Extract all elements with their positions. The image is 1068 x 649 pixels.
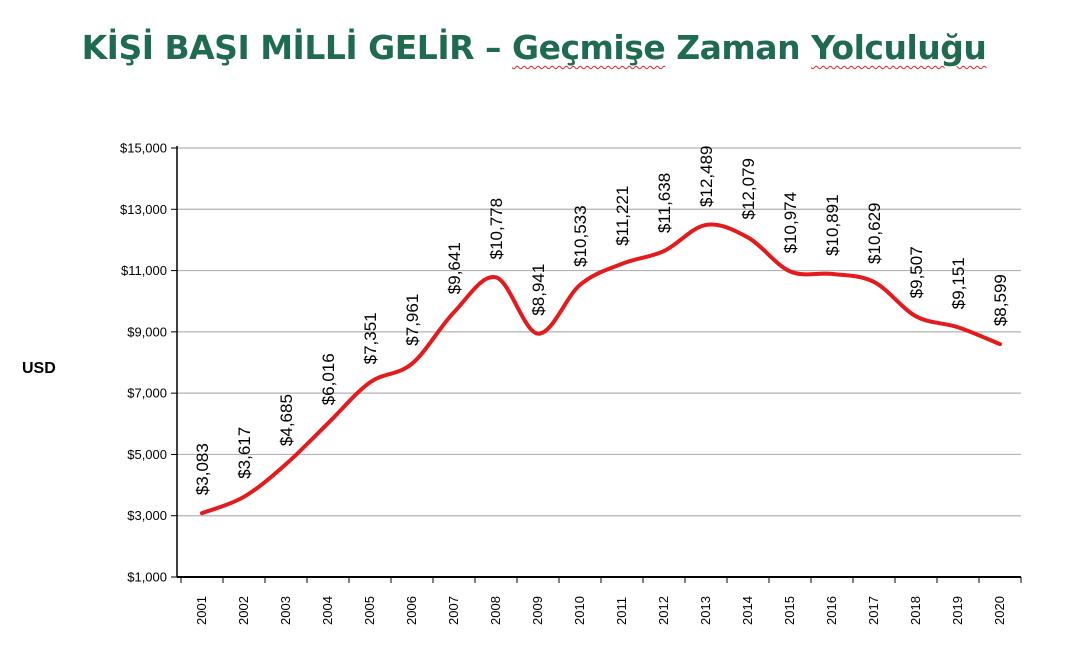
y-tick-label: $7,000 [127,386,167,401]
x-tick-label: 2001 [194,596,209,625]
y-tick-label: $13,000 [120,202,167,217]
data-label: $9,507 [907,246,926,298]
data-label: $7,961 [403,294,422,346]
x-tick-label: 2019 [950,596,965,625]
data-labels: $3,083 $3,617 $4,685 $6,016 $7,351 $7,961 $9,6… [193,145,1010,495]
data-label: $10,533 [571,205,590,266]
x-tick-label: 2008 [488,596,503,625]
data-label: $12,489 [697,145,716,206]
data-label: $12,079 [739,158,758,219]
x-tick-label: 2007 [446,596,461,625]
x-tick-label: 2003 [278,596,293,625]
data-label: $3,617 [235,427,254,479]
gridlines [177,147,1021,517]
x-tick-label: 2010 [572,596,587,625]
data-label: $8,599 [991,274,1010,326]
x-tick-label: 2020 [992,596,1007,625]
data-label: $7,351 [361,312,380,364]
chart-title: KİŞİ BAŞI MİLLİ GELİR – Geçmişe Zaman Yo… [0,28,1068,67]
x-tick-label: 2015 [782,596,797,625]
x-tick-label: 2017 [866,596,881,625]
x-tick-label: 2005 [362,596,377,625]
data-label: $9,151 [949,257,968,309]
data-label: $10,891 [823,194,842,255]
series-line [200,222,1002,516]
y-axis-label: USD [22,360,56,377]
title-part-1: KİŞİ BAŞI MİLLİ GELİR – [81,28,512,67]
y-axis-ticks: $1,000 $3,000 $5,000 $7,000 $9,000 $11,000 $13… [120,141,177,585]
y-tick-label: $5,000 [127,447,167,462]
data-label: $10,974 [781,192,800,253]
x-tick-label: 2011 [614,597,629,625]
series-group [200,222,1002,516]
y-tick-label: $15,000 [120,141,167,156]
data-label: $3,083 [193,443,212,495]
title-part-4: Yolculuğu [811,28,987,67]
x-tick-label: 2018 [908,596,923,625]
data-label: $6,016 [319,353,338,405]
y-tick-label: $9,000 [127,324,167,339]
x-tick-label: 2012 [656,596,671,625]
data-label: $11,638 [655,173,674,233]
axes [176,146,1021,578]
data-label: $4,685 [277,394,296,446]
data-label: $10,778 [487,198,506,259]
title-part-2: Geçmişe [511,28,666,67]
data-label: $11,221 [613,186,632,246]
y-tick-label: $1,000 [127,570,167,585]
y-tick-label: $11,000 [121,263,167,278]
x-tick-label: 2014 [740,596,755,625]
x-tick-label: 2006 [404,596,419,625]
data-label: $10,629 [865,202,884,263]
x-tick-label: 2002 [236,596,251,625]
data-label: $8,941 [529,264,548,316]
x-axis-ticks: 2001 2002 2003 2004 2005 2006 2007 2008 2009 2010… [180,577,1022,625]
y-tick-label: $3,000 [127,508,167,523]
x-tick-label: 2009 [530,596,545,625]
data-label: $9,641 [445,242,464,294]
x-tick-label: 2013 [698,596,713,625]
title-part-3: Zaman [665,28,812,67]
x-tick-label: 2016 [824,596,839,625]
x-tick-label: 2004 [320,596,335,625]
